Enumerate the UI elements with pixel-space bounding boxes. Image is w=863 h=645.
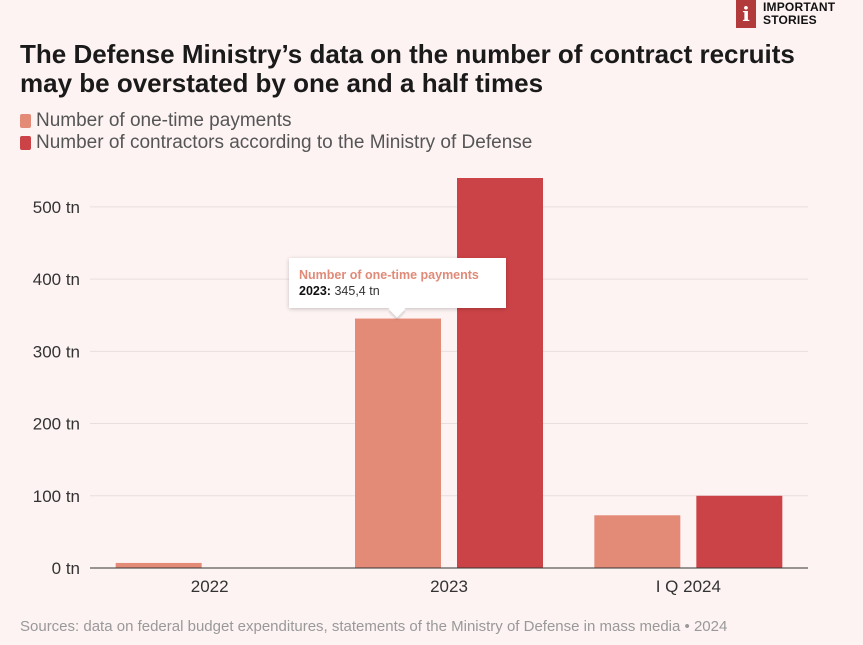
y-tick-label: 300 tn bbox=[33, 342, 80, 361]
chart-title: The Defense Ministry’s data on the numbe… bbox=[20, 39, 795, 98]
y-tick-label: 0 tn bbox=[52, 559, 80, 578]
tooltip-title: Number of one-time payments bbox=[299, 268, 479, 282]
bar-chart: 0 tn 100 tn 200 tn 300 tn 400 tn 500 tn 2022 20… bbox=[33, 178, 808, 596]
y-tick-label: 100 tn bbox=[33, 487, 80, 506]
legend-item-contractors[interactable]: Number of contractors according to the M… bbox=[20, 132, 532, 154]
legend-label: Number of one-time payments bbox=[36, 110, 292, 131]
bar-one-time-payments bbox=[355, 318, 441, 568]
x-tick-label: I Q 2024 bbox=[656, 577, 721, 596]
legend: Number of one-time payments Number of co… bbox=[20, 110, 532, 154]
x-tick-label: 2023 bbox=[430, 577, 468, 596]
y-tick-label: 500 tn bbox=[33, 198, 80, 217]
bar-contractors bbox=[696, 495, 783, 568]
legend-swatch bbox=[20, 136, 31, 150]
bar-contractors bbox=[457, 178, 543, 568]
legend-swatch bbox=[20, 114, 31, 128]
tooltip: Number of one-time payments 2023: 345,4 … bbox=[289, 258, 506, 308]
x-tick-label: 2022 bbox=[191, 577, 229, 596]
bar-one-time-payments bbox=[594, 515, 681, 568]
brand-line-1: IMPORTANT bbox=[763, 0, 836, 14]
y-tick-label: 200 tn bbox=[33, 415, 80, 434]
tooltip-category: 2023: bbox=[299, 284, 331, 298]
tooltip-value: 345,4 tn bbox=[334, 284, 380, 298]
tooltip-value-line: 2023: 345,4 tn bbox=[299, 283, 496, 299]
brand-name: IMPORTANT STORIES bbox=[763, 1, 835, 27]
brand-line-2: STORIES bbox=[763, 13, 817, 27]
y-tick-label: 400 tn bbox=[33, 270, 80, 289]
legend-label: Number of contractors according to the M… bbox=[36, 132, 533, 153]
source-note: Sources: data on federal budget expendit… bbox=[20, 618, 728, 635]
bar-one-time-payments bbox=[115, 562, 202, 568]
legend-item-one-time-payments[interactable]: Number of one-time payments bbox=[20, 110, 532, 132]
brand-mark-icon: i bbox=[736, 0, 756, 28]
brand-logo: i IMPORTANT STORIES bbox=[736, 0, 835, 28]
